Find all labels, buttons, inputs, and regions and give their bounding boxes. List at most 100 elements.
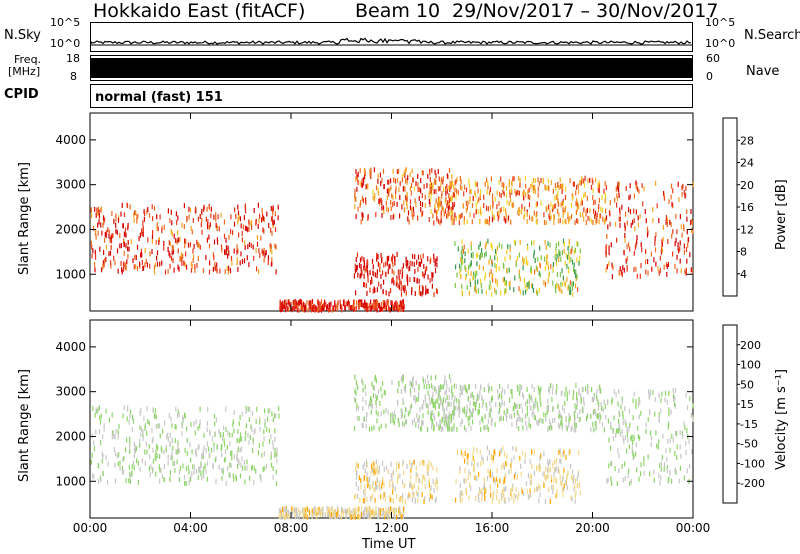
velocity-data-mark [373, 512, 376, 518]
velocity-data-mark [471, 412, 473, 418]
velocity-data-mark [92, 406, 94, 411]
power-data-mark [528, 284, 530, 289]
power-data-mark [559, 287, 561, 293]
velocity-data-mark [430, 462, 432, 467]
power-data-mark [357, 206, 359, 212]
power-data-mark [256, 234, 258, 240]
power-data-mark [382, 299, 384, 305]
power-data-mark [362, 198, 365, 204]
power-data-mark [216, 262, 218, 268]
velocity-data-mark [122, 457, 124, 462]
power-data-mark [618, 181, 620, 187]
power-data-mark [496, 190, 498, 196]
power-data-mark [374, 305, 376, 311]
power-data-mark [577, 287, 579, 293]
velocity-data-mark [450, 414, 452, 420]
power-data-mark [485, 218, 487, 224]
power-data-mark [439, 197, 441, 203]
velocity-data-mark [384, 511, 386, 517]
power-data-mark [469, 212, 471, 218]
velocity-data-mark [389, 510, 391, 516]
power-data-mark [548, 273, 550, 279]
velocity-data-mark [126, 406, 129, 412]
power-data-mark [672, 203, 674, 209]
velocity-data-mark [383, 389, 385, 395]
power-data-mark [459, 176, 461, 182]
velocity-data-mark [521, 450, 524, 456]
velocity-data-mark [529, 459, 531, 465]
power-data-mark [487, 206, 489, 212]
velocity-data-mark [366, 479, 369, 485]
power-data-mark [462, 249, 464, 254]
power-data-mark [532, 283, 534, 289]
power-data-mark [422, 170, 424, 176]
power-data-mark [215, 266, 217, 272]
power-data-mark [531, 181, 533, 187]
power-data-mark [496, 204, 498, 210]
power-data-mark [522, 265, 524, 271]
velocity-data-mark [434, 404, 436, 410]
velocity-data-mark [378, 482, 380, 488]
power-data-mark [191, 229, 193, 235]
power-data-mark [230, 255, 233, 261]
power-data-mark [122, 223, 124, 229]
power-data-mark [388, 191, 390, 197]
velocity-data-mark [467, 453, 469, 458]
power-data-mark [605, 250, 607, 256]
velocity-data-mark [478, 403, 481, 409]
velocity-data-mark [201, 475, 203, 481]
velocity-data-mark [606, 399, 608, 405]
velocity-data-mark [526, 399, 528, 405]
velocity-data-mark [348, 511, 350, 517]
velocity-data-mark [412, 375, 414, 381]
velocity-data-mark [524, 459, 526, 464]
velocity-data-mark [402, 397, 404, 403]
velocity-data-mark [605, 414, 607, 420]
power-data-mark [450, 209, 452, 215]
power-data-mark [534, 189, 536, 194]
velocity-data-mark [418, 415, 420, 421]
velocity-data-mark [372, 384, 374, 390]
velocity-data-mark [116, 453, 118, 459]
velocity-data-mark [563, 467, 565, 473]
velocity-data-mark [371, 493, 373, 499]
velocity-data-mark [576, 401, 578, 406]
velocity-data-mark [274, 436, 276, 442]
velocity-data-mark [169, 470, 171, 476]
velocity-data-mark [465, 478, 467, 484]
power-data-mark [405, 256, 407, 262]
power-data-mark [685, 247, 688, 253]
velocity-data-mark [301, 508, 303, 514]
velocity-data-mark [504, 497, 506, 502]
velocity-data-mark [355, 493, 357, 499]
velocity-data-mark [376, 418, 378, 424]
power-data-mark [467, 200, 469, 206]
velocity-xtick-label: 16:00 [475, 521, 510, 535]
power-data-mark [399, 194, 401, 200]
velocity-data-mark [640, 410, 642, 416]
velocity-data-mark [469, 400, 471, 406]
velocity-data-mark [134, 444, 136, 450]
power-data-mark [441, 205, 443, 211]
power-data-mark [422, 253, 424, 259]
power-data-mark [482, 265, 484, 271]
velocity-data-mark [252, 448, 254, 454]
velocity-data-mark [674, 395, 676, 401]
power-data-mark [179, 236, 181, 242]
power-data-mark [323, 302, 325, 308]
velocity-data-mark [403, 514, 405, 519]
power-data-mark [460, 274, 462, 280]
velocity-data-mark [554, 467, 556, 473]
power-data-mark [369, 270, 371, 276]
velocity-data-mark [318, 510, 321, 516]
velocity-data-mark [617, 448, 619, 454]
power-data-mark [199, 214, 201, 219]
power-data-mark [407, 210, 410, 216]
velocity-data-mark [378, 514, 380, 520]
velocity-data-mark [594, 409, 596, 414]
power-data-mark [294, 301, 296, 307]
power-data-mark [598, 219, 600, 225]
power-data-mark [168, 240, 170, 246]
power-data-mark [217, 240, 219, 245]
power-data-mark [361, 178, 363, 184]
